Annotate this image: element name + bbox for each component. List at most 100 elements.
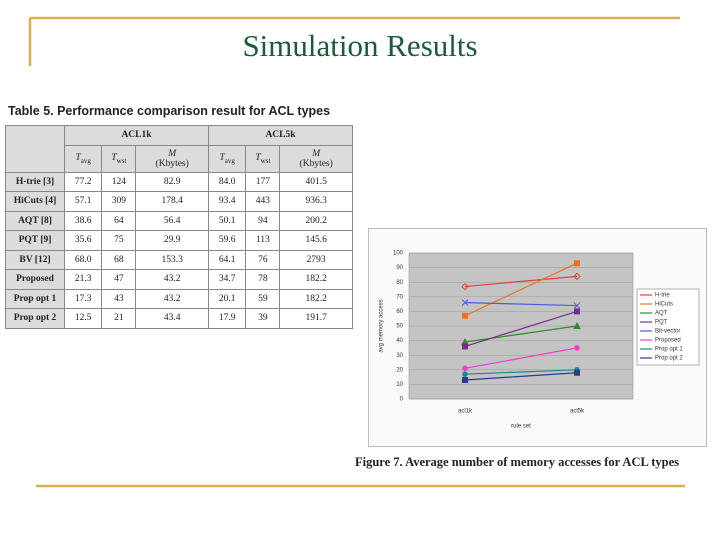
table-cell: 43.4 <box>135 308 209 329</box>
legend-label: H-trie <box>655 293 670 299</box>
column-symbol: T <box>75 152 81 163</box>
y-tick-label: 40 <box>396 338 403 344</box>
table-cell: 68 <box>101 249 137 270</box>
table-row: AQT [8] 38.6 64 56.4 50.1 94 200.2 <box>5 210 353 231</box>
table-cell: 309 <box>101 191 137 212</box>
subheader-row: Tavg Twst M (Kbytes) Tavg Twst M (Kbytes) <box>6 144 353 173</box>
row-label: H-trie [3] <box>5 171 65 192</box>
table-cell: 124 <box>101 171 137 192</box>
series-line <box>464 347 578 369</box>
series-line <box>464 310 578 348</box>
marker <box>573 272 581 281</box>
table-cell: 82.9 <box>135 171 209 192</box>
table-cell: 17.3 <box>63 288 103 309</box>
table-cell: 17.9 <box>207 308 247 329</box>
column-unit: (Kbytes) <box>155 158 189 169</box>
column-symbol: T <box>111 152 117 163</box>
slide-title: Simulation Results <box>242 28 478 63</box>
column-symbol: M <box>168 148 177 159</box>
column-header: M (Kbytes) <box>279 144 353 173</box>
legend-label: AQT <box>655 311 668 317</box>
column-header: Tavg <box>63 144 103 173</box>
legend-label: HiCuts <box>655 302 673 308</box>
table-row: H-trie [3] 77.2 124 82.9 84.0 177 401.5 <box>5 171 353 192</box>
y-tick-label: 100 <box>393 251 404 257</box>
y-tick-label: 30 <box>396 353 403 359</box>
row-label: PQT [9] <box>5 230 65 251</box>
column-subscript: wst <box>116 156 127 165</box>
row-label: AQT [8] <box>5 210 65 231</box>
table-cell: 39 <box>245 308 281 329</box>
table-cell: 68.0 <box>63 249 103 270</box>
table-row: PQT [9] 35.6 75 29.9 59.6 113 145.6 <box>5 230 353 251</box>
table-cell: 2793 <box>279 249 353 270</box>
marker <box>462 371 468 377</box>
table-cell: 12.5 <box>63 308 103 329</box>
row-label: Prop opt 2 <box>5 308 65 329</box>
column-subscript: avg <box>224 156 235 165</box>
chart-frame: 0 10 20 30 40 50 60 70 80 90 100 acl1k acl5k rule set… <box>368 228 707 447</box>
column-subscript: wst <box>260 156 271 165</box>
table-cell: 443 <box>245 191 281 212</box>
column-header: Tavg <box>207 144 247 173</box>
x-tick-label: acl1k <box>458 409 473 415</box>
corner-cell <box>5 125 65 173</box>
y-tick-label: 50 <box>396 324 403 330</box>
x-axis-label: rule set <box>511 424 531 430</box>
marker <box>574 308 580 315</box>
table-cell: 38.6 <box>63 210 103 231</box>
legend-label: PQT <box>655 320 668 326</box>
legend-label: Proposed <box>655 338 681 344</box>
column-symbol: T <box>255 152 261 163</box>
table: ACL1k ACL5k Tavg Twst M (Kbytes) Tavg Twst M (Kby… <box>5 125 354 329</box>
table-row: Proposed 21.3 47 43.2 34.7 78 182.2 <box>5 269 353 290</box>
table-cell: 50.1 <box>207 210 247 231</box>
column-unit: (Kbytes) <box>299 158 333 169</box>
table-cell: 57.1 <box>63 191 103 212</box>
y-tick-label: 80 <box>396 280 403 286</box>
marker <box>462 343 468 350</box>
legend-label: Bit-vector <box>655 329 680 335</box>
table-cell: 191.7 <box>279 308 353 329</box>
y-tick-label: 10 <box>396 382 403 388</box>
marker <box>461 299 469 306</box>
group-header: ACL5k <box>207 125 354 146</box>
series-line <box>464 262 578 317</box>
table-cell: 21 <box>101 308 137 329</box>
column-header: Twst <box>101 144 137 173</box>
marker <box>574 369 580 376</box>
table-cell: 936.3 <box>279 191 353 212</box>
column-symbol: M <box>312 148 321 159</box>
table-row: HiCuts [4] 57.1 309 178.4 93.4 443 936.3 <box>5 191 353 212</box>
table-cell: 182.2 <box>279 288 353 309</box>
table-cell: 64.1 <box>207 249 247 270</box>
y-axis-label: avg memory access <box>379 299 385 352</box>
table-cell: 84.0 <box>207 171 247 192</box>
table-caption: Table 5. Performance comparison result f… <box>8 104 331 118</box>
table-cell: 43.2 <box>135 269 209 290</box>
table-cell: 145.6 <box>279 230 353 251</box>
marker <box>573 321 581 329</box>
table-cell: 20.1 <box>207 288 247 309</box>
table-row: BV [12] 68.0 68 153.3 64.1 76 2793 <box>5 249 353 270</box>
table-cell: 177 <box>245 171 281 192</box>
row-label: Proposed <box>5 269 65 290</box>
table-cell: 153.3 <box>135 249 209 270</box>
marker <box>574 260 580 267</box>
table-cell: 59 <box>245 288 281 309</box>
table-cell: 34.7 <box>207 269 247 290</box>
table-cell: 47 <box>101 269 137 290</box>
marker <box>461 282 469 291</box>
table-row: Prop opt 1 17.3 43 43.2 20.1 59 182.2 <box>5 288 353 309</box>
table-cell: 56.4 <box>135 210 209 231</box>
table-cell: 113 <box>245 230 281 251</box>
table-cell: 43 <box>101 288 137 309</box>
table-cell: 93.4 <box>207 191 247 212</box>
chart: 0 10 20 30 40 50 60 70 80 90 100 acl1k acl5k rule set… <box>379 251 700 430</box>
table-cell: 178.4 <box>135 191 209 212</box>
series-line <box>464 275 578 288</box>
y-tick-label: 60 <box>396 309 403 315</box>
series-line <box>464 325 578 343</box>
table-cell: 75 <box>101 230 137 251</box>
table-cell: 64 <box>101 210 137 231</box>
